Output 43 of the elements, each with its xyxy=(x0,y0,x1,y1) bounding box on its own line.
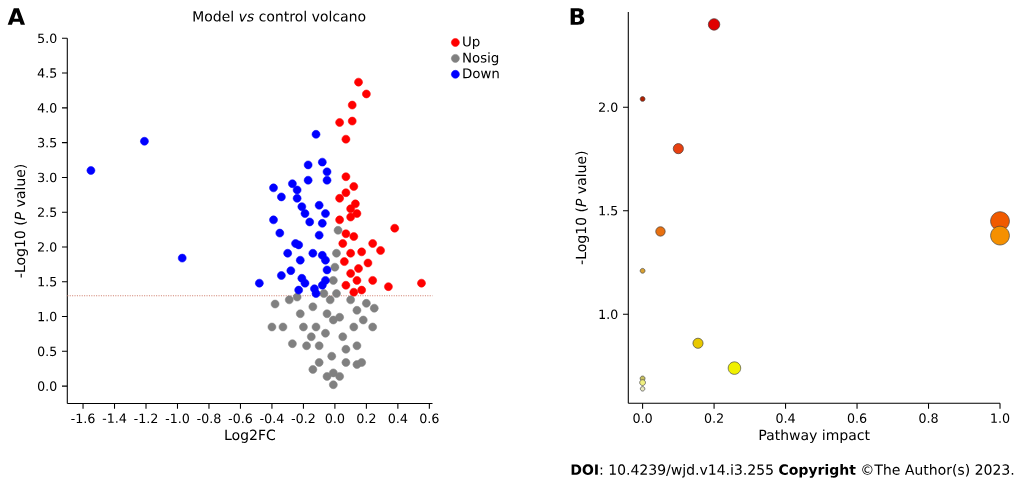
x-tick-label: 0.2 xyxy=(357,413,376,424)
x-tick-label: -1.6 xyxy=(71,413,95,424)
text: A xyxy=(7,8,25,25)
x-tick-label: -0.6 xyxy=(228,413,253,424)
x-tick-label: 0.6 xyxy=(420,413,439,424)
legend-label: Down xyxy=(463,68,499,79)
legend-label: Up xyxy=(463,36,480,50)
x-tick-label: 0.0 xyxy=(325,413,345,424)
x-tick-label: 0.6 xyxy=(847,413,867,423)
x-axis-title: Pathway impact xyxy=(759,429,870,443)
y-tick-label: 3.0 xyxy=(38,172,57,183)
y-tick-label: 1.0 xyxy=(599,309,618,320)
y-tick-label: 4.0 xyxy=(37,103,57,113)
x-tick-label: 0.4 xyxy=(776,413,795,423)
y-tick-label: 4.5 xyxy=(37,68,57,78)
y-tick-label: 0.0 xyxy=(37,381,57,391)
x-tick-label: -0.4 xyxy=(260,413,284,424)
x-tick-label: -0.2 xyxy=(291,413,315,424)
y-tick-label: 2.0 xyxy=(599,102,618,113)
y-tick-label: 3.5 xyxy=(38,137,57,148)
y-axis-title: -Log10 (P value) xyxy=(575,151,589,265)
chart-title: Model vs control volcano xyxy=(193,10,366,22)
x-tick-label: 0.4 xyxy=(388,413,408,424)
legend-label: Nosig xyxy=(463,52,499,66)
x-tick-label: -1.4 xyxy=(102,413,127,423)
y-tick-label: 5.0 xyxy=(38,33,57,44)
x-tick-label: -0.8 xyxy=(197,413,221,424)
y-tick-label: 1.0 xyxy=(38,311,57,322)
x-tick-label: 0.0 xyxy=(633,413,652,423)
text: B xyxy=(570,8,585,25)
x-tick-label: 0.2 xyxy=(704,413,723,423)
y-tick-label: 2.5 xyxy=(38,207,57,218)
text: DOI: 10.4239/wjd.v14.i3.255 Copyright ©The Author(s) 2023. xyxy=(571,464,1014,478)
x-tick-label: 1.0 xyxy=(991,413,1010,423)
y-tick-label: 2.0 xyxy=(38,242,57,252)
x-tick-label: -1.2 xyxy=(134,413,158,423)
y-tick-label: 1.5 xyxy=(38,277,57,287)
y-tick-label: 0.5 xyxy=(37,346,57,357)
x-axis-title: Log2FC xyxy=(225,429,276,443)
x-tick-label: -1.0 xyxy=(165,413,189,424)
y-tick-label: 1.5 xyxy=(599,206,618,216)
y-axis-title: -Log10 (P value) xyxy=(14,164,28,278)
x-tick-label: 0.8 xyxy=(919,413,938,423)
